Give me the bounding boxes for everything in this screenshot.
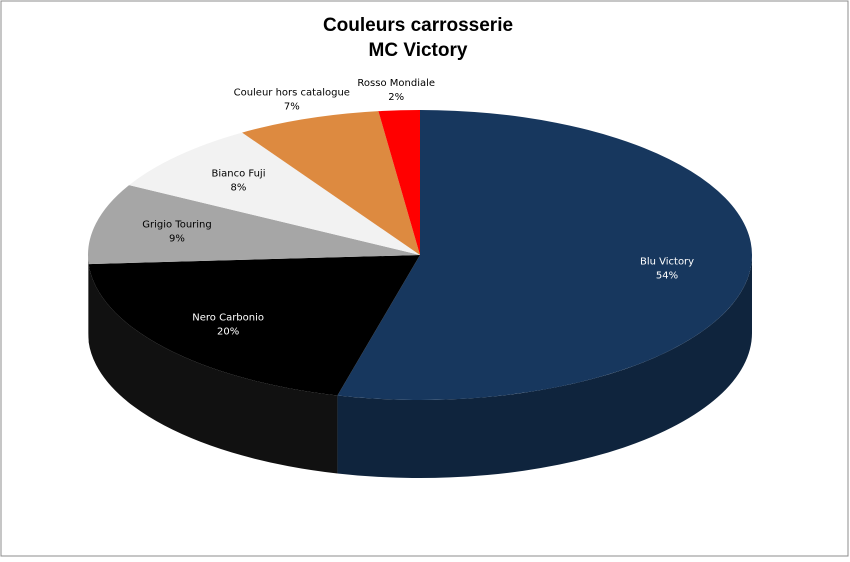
slice-label: Couleur hors catalogue [234, 87, 350, 98]
slice [378, 110, 420, 255]
value-label: 7% [284, 101, 300, 112]
slice [242, 111, 420, 255]
slice-side [88, 264, 338, 474]
value-label: 20% [217, 326, 239, 337]
slice [88, 255, 421, 396]
slice-label: Rosso Mondiale [357, 78, 435, 89]
slice-label: Bianco Fuji [211, 169, 265, 180]
value-label: 9% [169, 233, 185, 244]
slice [337, 110, 752, 400]
slice-side [88, 255, 89, 343]
chart-title: Couleurs carrosserie [323, 15, 513, 36]
value-label: 54% [656, 271, 678, 282]
value-label: 8% [231, 183, 247, 194]
slice [129, 132, 421, 255]
slice-side [337, 255, 752, 478]
slice-label: Grigio Touring [142, 219, 212, 230]
slice-label: Nero Carbonio [192, 312, 264, 323]
slice [88, 185, 421, 265]
slice-label: Blu Victory [640, 257, 694, 268]
chart-subtitle: MC Victory [369, 40, 468, 61]
value-label: 2% [388, 92, 404, 103]
